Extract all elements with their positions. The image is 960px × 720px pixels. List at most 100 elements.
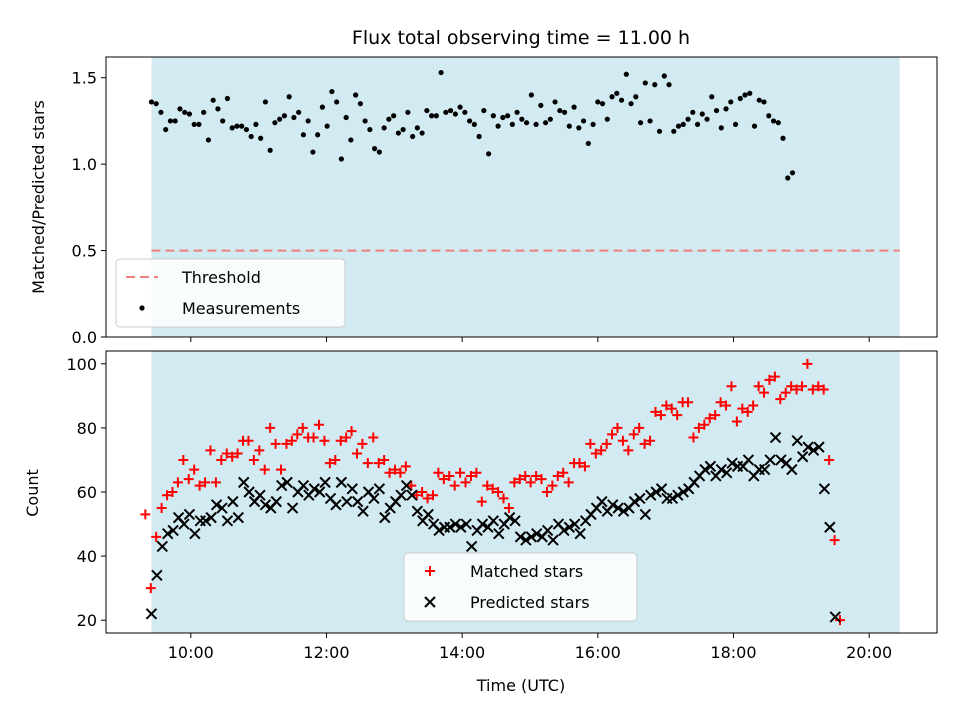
data-point <box>531 470 542 481</box>
data-point <box>367 126 373 133</box>
data-point <box>813 381 824 392</box>
data-point <box>617 435 628 446</box>
data-point <box>542 120 549 126</box>
top-y-axis-label: Matched/Predicted stars <box>29 100 48 294</box>
data-point <box>650 486 662 498</box>
data-point <box>715 397 726 408</box>
data-point <box>751 123 758 129</box>
data-point <box>514 109 520 115</box>
data-point <box>672 410 683 421</box>
data-point <box>720 467 733 479</box>
legend-entry: Measurements <box>182 299 300 318</box>
data-point <box>178 518 190 530</box>
data-point <box>661 73 667 79</box>
data-point <box>536 474 547 485</box>
data-point <box>723 106 729 112</box>
data-point <box>465 540 478 553</box>
data-point <box>829 611 841 623</box>
data-point <box>417 487 428 497</box>
data-point <box>424 107 430 114</box>
data-point <box>639 508 652 521</box>
data-point <box>569 518 581 530</box>
data-point <box>693 422 704 433</box>
data-point <box>145 583 156 594</box>
series-measurements <box>148 69 796 181</box>
data-point <box>162 490 173 501</box>
data-point <box>558 467 569 478</box>
data-point <box>189 464 200 475</box>
data-point <box>406 480 417 491</box>
data-point <box>813 441 825 453</box>
data-point <box>797 381 808 392</box>
data-point <box>561 109 568 115</box>
data-point <box>297 479 310 492</box>
data-point <box>574 458 585 469</box>
data-point <box>764 374 775 385</box>
data-point <box>145 608 158 620</box>
data-point <box>737 95 743 102</box>
data-point <box>221 448 232 459</box>
data-point <box>462 109 468 115</box>
data-point <box>183 474 194 485</box>
data-point <box>487 483 498 494</box>
data-point <box>389 464 400 475</box>
data-point <box>368 492 380 505</box>
data-point <box>552 99 558 105</box>
data-point <box>227 495 239 508</box>
data-point <box>229 125 235 131</box>
data-point <box>335 435 346 446</box>
data-point <box>151 569 163 582</box>
data-point <box>764 454 776 466</box>
data-point <box>718 125 724 131</box>
y-tick-label: 20 <box>77 611 97 630</box>
data-point <box>528 92 534 98</box>
data-point <box>391 113 397 119</box>
data-point <box>576 125 582 131</box>
data-point <box>259 499 272 511</box>
data-point <box>759 387 770 398</box>
data-point <box>196 121 202 128</box>
data-point <box>334 99 340 105</box>
data-point <box>571 104 577 110</box>
data-point <box>585 438 596 449</box>
data-point <box>189 527 201 540</box>
data-point <box>177 106 183 112</box>
data-point <box>362 118 368 124</box>
data-point <box>379 511 391 524</box>
data-point <box>737 403 748 414</box>
data-point <box>265 422 276 433</box>
data-point <box>314 419 325 430</box>
y-tick-label: 80 <box>77 419 97 438</box>
data-point <box>699 463 711 476</box>
data-point <box>628 429 639 440</box>
data-point <box>834 615 845 626</box>
data-point <box>362 458 373 469</box>
data-point <box>444 521 456 533</box>
data-point <box>259 464 270 475</box>
data-point <box>341 495 353 508</box>
data-point <box>775 394 786 405</box>
data-point <box>726 381 737 392</box>
data-point <box>395 130 401 136</box>
data-point <box>338 156 344 162</box>
data-point <box>677 486 689 498</box>
series-predicted-stars <box>145 431 841 623</box>
data-point <box>410 133 416 140</box>
data-point <box>634 422 645 433</box>
data-point <box>151 531 162 542</box>
data-point <box>281 476 293 489</box>
data-point <box>732 121 739 128</box>
data-point <box>607 499 619 511</box>
data-point <box>275 479 288 492</box>
data-point <box>443 109 449 115</box>
y-tick-label: 1.5 <box>72 69 97 88</box>
data-point <box>824 521 836 533</box>
data-point <box>769 431 782 444</box>
data-point <box>239 123 245 129</box>
legend-entry: Predicted stars <box>470 593 590 612</box>
data-point <box>748 400 759 411</box>
data-point <box>509 121 515 128</box>
data-point <box>319 435 330 446</box>
data-point <box>690 109 696 115</box>
data-point <box>400 461 411 472</box>
